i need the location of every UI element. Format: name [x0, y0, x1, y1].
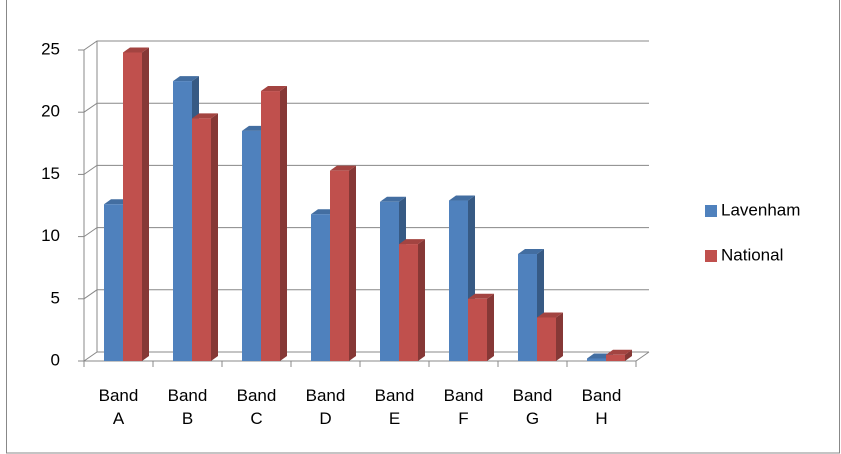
bar-top	[449, 195, 475, 201]
bar-top	[399, 239, 425, 245]
y-tick-label: 15	[41, 164, 60, 183]
bar-front	[380, 201, 399, 361]
bar-top	[123, 47, 149, 53]
bar-side	[349, 165, 356, 361]
grid-line	[83, 102, 649, 113]
bar-front	[587, 358, 606, 361]
bar-side	[211, 113, 218, 361]
x-tick-label: Band B	[167, 386, 208, 428]
grid-line	[83, 40, 649, 51]
grid-line	[83, 164, 649, 175]
bar-front	[104, 204, 123, 361]
y-tick-label: 20	[41, 102, 60, 121]
bar-front	[311, 214, 330, 361]
bar	[123, 47, 149, 361]
y-tick-label: 5	[51, 288, 60, 307]
bar-top	[518, 249, 544, 255]
bar	[399, 239, 425, 361]
bar-front	[468, 298, 487, 361]
x-tick-label: Band A	[98, 386, 139, 428]
grid-line	[83, 227, 649, 238]
bar-front	[399, 244, 418, 361]
grid-line	[83, 289, 649, 300]
bar-side	[625, 349, 632, 361]
bar-top	[537, 312, 563, 318]
y-tick-label: 0	[51, 350, 60, 369]
bar-front	[123, 52, 142, 361]
y-tick-label: 25	[41, 39, 60, 58]
bar	[192, 113, 218, 361]
bar-side	[280, 86, 287, 361]
x-tick-label: Band E	[374, 386, 415, 428]
bar-side	[556, 312, 563, 361]
bar	[330, 165, 356, 361]
bar-top	[330, 165, 356, 171]
x-tick-label: Band G	[512, 386, 553, 428]
bar-front	[537, 317, 556, 361]
bar-front	[449, 200, 468, 361]
legend-label: Lavenham	[721, 200, 800, 219]
x-tick-label: Band C	[236, 386, 277, 428]
bar-front	[518, 254, 537, 361]
bar-side	[142, 47, 149, 361]
bar-side	[418, 239, 425, 361]
bar-top	[261, 86, 287, 92]
floor	[84, 351, 650, 362]
bar	[537, 312, 563, 361]
legend-label: National	[721, 245, 783, 264]
grid-line	[83, 351, 649, 362]
bar-front	[192, 118, 211, 361]
bar-front	[261, 91, 280, 361]
bar-top	[192, 113, 218, 119]
legend-swatch	[705, 250, 717, 262]
bar-front	[242, 130, 261, 361]
x-tick-label: Band F	[443, 386, 484, 428]
y-tick-label: 10	[41, 226, 60, 245]
bar	[468, 293, 494, 361]
bar	[606, 349, 632, 361]
bar-top	[380, 196, 406, 202]
bar-front	[173, 81, 192, 361]
legend-swatch	[705, 205, 717, 217]
x-tick-label: Band D	[305, 386, 346, 428]
bar-top	[606, 349, 632, 355]
bar	[261, 86, 287, 361]
bar-front	[606, 354, 625, 361]
bar-side	[487, 293, 494, 361]
bar-top	[468, 293, 494, 299]
chart-border	[6, 0, 840, 454]
bar-top	[173, 76, 199, 82]
bar-front	[330, 170, 349, 361]
x-tick-label: Band H	[581, 386, 622, 428]
